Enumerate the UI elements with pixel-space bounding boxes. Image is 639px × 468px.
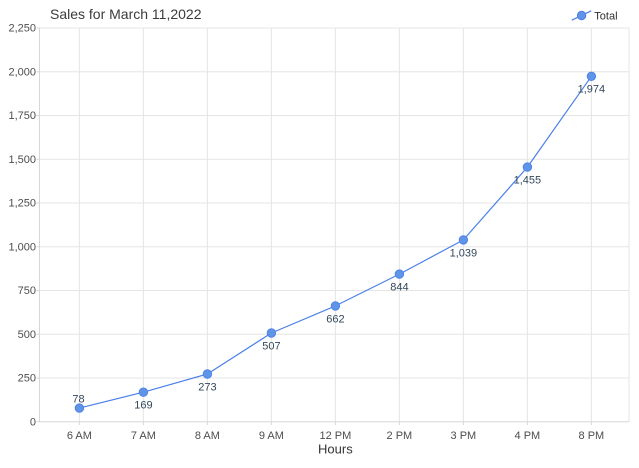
svg-text:750: 750	[18, 285, 36, 297]
svg-text:1,974: 1,974	[578, 84, 606, 96]
svg-text:2 PM: 2 PM	[387, 430, 413, 442]
svg-text:7 AM: 7 AM	[131, 430, 156, 442]
svg-text:662: 662	[326, 313, 344, 325]
svg-text:78: 78	[72, 394, 84, 406]
svg-text:1,750: 1,750	[8, 110, 36, 122]
svg-text:2,250: 2,250	[8, 23, 36, 35]
svg-text:Hours: Hours	[318, 442, 353, 457]
svg-text:12 PM: 12 PM	[320, 430, 352, 442]
svg-text:1,039: 1,039	[450, 247, 478, 259]
svg-text:507: 507	[262, 340, 280, 352]
svg-text:1,250: 1,250	[8, 198, 36, 210]
svg-text:1,455: 1,455	[514, 175, 542, 187]
svg-text:6 AM: 6 AM	[67, 430, 92, 442]
svg-text:4 PM: 4 PM	[515, 430, 541, 442]
svg-text:1,500: 1,500	[8, 154, 36, 166]
svg-text:1,000: 1,000	[8, 241, 36, 253]
svg-text:8 PM: 8 PM	[579, 430, 605, 442]
svg-text:9 AM: 9 AM	[259, 430, 284, 442]
svg-text:8 AM: 8 AM	[195, 430, 220, 442]
svg-text:273: 273	[198, 381, 216, 393]
svg-text:250: 250	[18, 373, 36, 385]
svg-text:Sales for March 11,2022: Sales for March 11,2022	[50, 6, 202, 22]
svg-text:0: 0	[30, 416, 36, 428]
svg-text:844: 844	[390, 282, 408, 294]
svg-text:500: 500	[18, 329, 36, 341]
svg-text:169: 169	[134, 400, 152, 412]
svg-text:3 PM: 3 PM	[451, 430, 477, 442]
svg-text:2,000: 2,000	[8, 66, 36, 78]
svg-text:Total: Total	[594, 10, 617, 22]
